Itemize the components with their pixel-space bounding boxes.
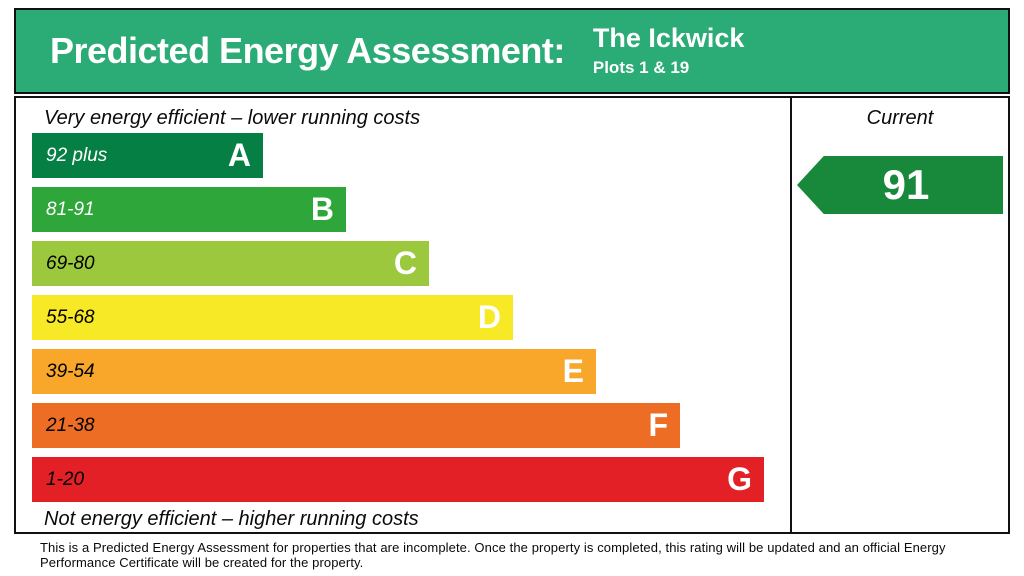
property-name: The Ickwick (592, 23, 745, 54)
property-info: The Ickwick Plots 1 & 19 (592, 23, 745, 78)
current-column-header: Current (866, 107, 934, 129)
band-range-label: 92 plus (46, 144, 108, 166)
band-letter: G (727, 461, 752, 497)
band-range-label: 69-80 (46, 252, 95, 274)
header-banner: Predicted Energy Assessment: The Ickwick… (14, 8, 1010, 94)
current-rating-arrow: 91 (797, 156, 1003, 214)
current-rating-value: 91 (882, 161, 930, 208)
band-letter: D (477, 299, 501, 335)
band-range-label: 39-54 (46, 360, 95, 382)
top-efficiency-label: Very energy efficient – lower running co… (44, 107, 421, 129)
epc-bands-panel: Very energy efficient – lower running co… (16, 98, 792, 532)
epc-band-c: 69-80 C (32, 241, 429, 286)
epc-chart: Very energy efficient – lower running co… (14, 96, 1010, 534)
disclaimer-text: This is a Predicted Energy Assessment fo… (40, 540, 946, 571)
band-range-label: 81-91 (46, 198, 95, 220)
band-range-label: 21-38 (46, 414, 95, 436)
band-letter: C (393, 245, 417, 281)
band-letter: A (227, 137, 251, 173)
band-letter: F (648, 407, 668, 443)
band-range-label: 55-68 (46, 306, 95, 328)
page-title: Predicted Energy Assessment: (50, 30, 565, 71)
epc-band-f: 21-38 F (32, 403, 680, 448)
epc-band-d: 55-68 D (32, 295, 513, 340)
epc-band-g: 1-20 G (32, 457, 764, 502)
bottom-efficiency-label: Not energy efficient – higher running co… (44, 508, 419, 530)
current-rating-panel: Current 91 (792, 98, 1008, 532)
epc-band-e: 39-54 E (32, 349, 596, 394)
epc-band-b: 81-91 B (32, 187, 346, 232)
band-letter: E (562, 353, 584, 389)
epc-band-a: 92 plus A (32, 133, 263, 178)
band-letter: B (310, 191, 334, 227)
epc-bands: 92 plus A 81-91 B 69-80 C 55-68 D 39-54 E 21-38 F 1-… (32, 133, 764, 511)
property-plots: Plots 1 & 19 (592, 57, 690, 77)
band-range-label: 1-20 (46, 468, 85, 490)
